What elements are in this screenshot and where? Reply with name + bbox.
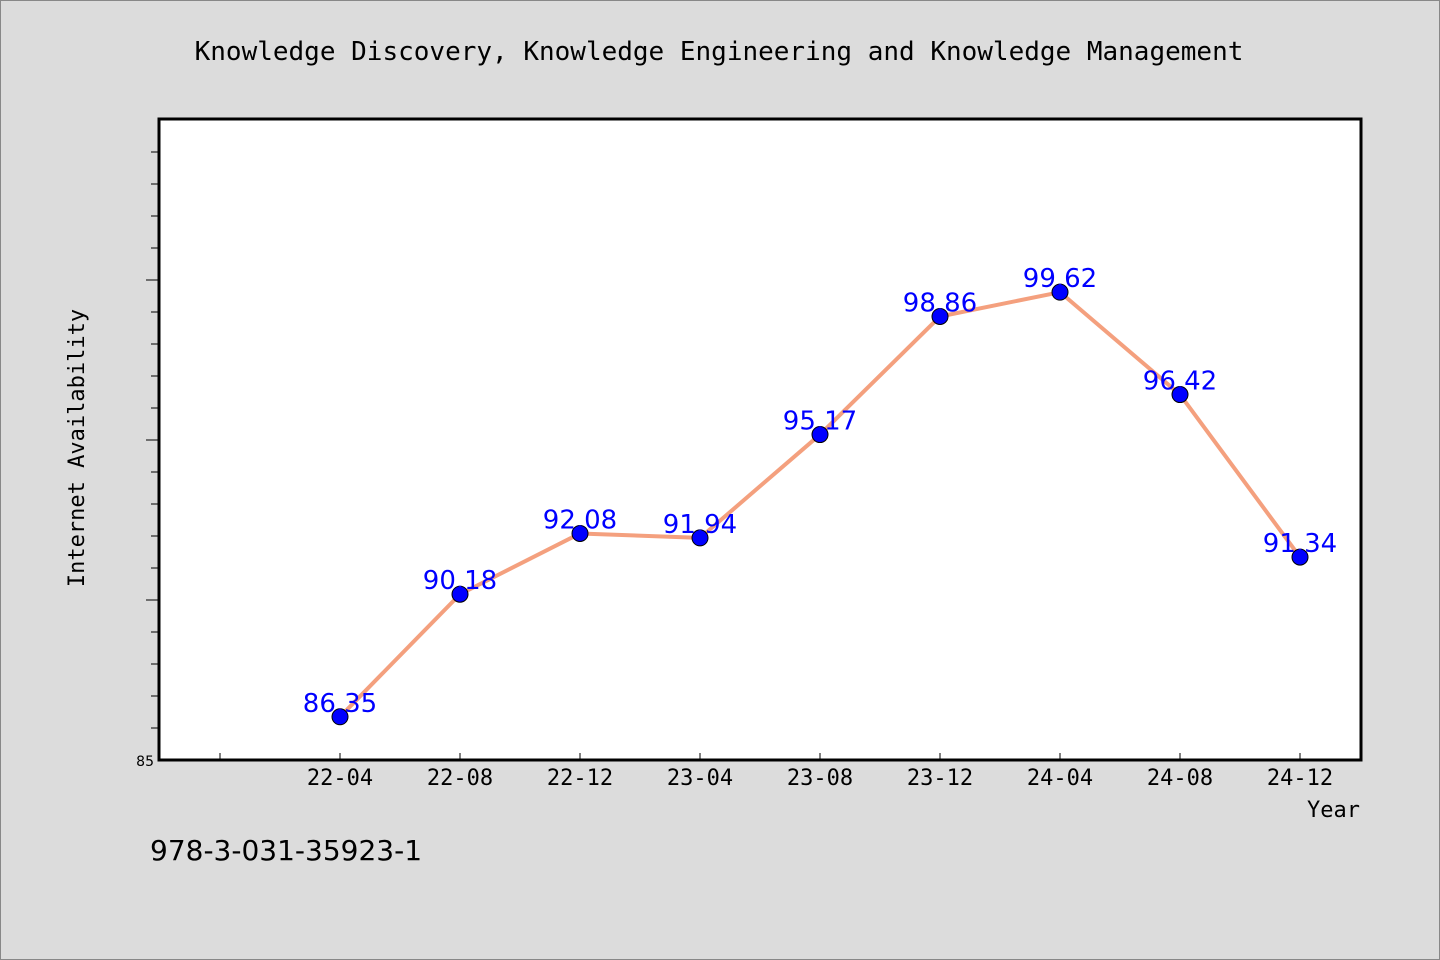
data-label: 92.08 <box>543 505 617 535</box>
data-label: 91.94 <box>663 510 737 540</box>
data-label: 91.34 <box>1263 529 1337 559</box>
y-axis-tick-labels: 85 <box>136 754 154 770</box>
y-axis-label: Internet Availability <box>65 309 90 587</box>
isbn-caption: 978-3-031-35923-1 <box>150 834 423 867</box>
data-point <box>331 708 349 726</box>
data-label: 98.86 <box>903 288 977 318</box>
x-tick-label: 22-12 <box>547 766 613 791</box>
x-tick-label: 23-04 <box>667 766 733 791</box>
data-point <box>1051 283 1069 301</box>
x-tick-label: 23-08 <box>787 766 853 791</box>
x-axis-ticks <box>219 753 1301 760</box>
x-tick-label: 23-12 <box>907 766 973 791</box>
y-tick-label: 85 <box>136 754 154 770</box>
data-point <box>571 524 589 542</box>
data-label: 99.62 <box>1023 264 1097 294</box>
data-point <box>1171 386 1189 404</box>
data-point <box>811 426 829 444</box>
x-tick-label: 22-04 <box>307 766 373 791</box>
data-label: 96.42 <box>1143 367 1217 397</box>
data-point <box>931 307 949 325</box>
y-axis-ticks <box>146 151 160 729</box>
x-tick-label: 24-08 <box>1147 766 1213 791</box>
x-axis-label: Year <box>1307 798 1360 823</box>
series-layer: 86.35 90.18 92.08 91.94 95.17 98.86 99.62 96.42… <box>303 264 1337 726</box>
data-point <box>1291 548 1309 566</box>
x-tick-label: 22-08 <box>427 766 493 791</box>
data-point <box>691 529 709 547</box>
data-label: 95.17 <box>783 407 857 437</box>
plot-area <box>157 117 1363 762</box>
data-label: 90.18 <box>423 566 497 596</box>
data-point <box>451 585 469 603</box>
chart-title: Knowledge Discovery, Knowledge Engineeri… <box>195 37 1244 67</box>
x-axis-tick-labels: 22-04 22-08 22-12 23-04 23-08 23-12 24-04 24-08… <box>307 766 1333 791</box>
x-tick-label: 24-04 <box>1027 766 1093 791</box>
x-tick-label: 24-12 <box>1267 766 1333 791</box>
data-label: 86.35 <box>303 689 377 719</box>
